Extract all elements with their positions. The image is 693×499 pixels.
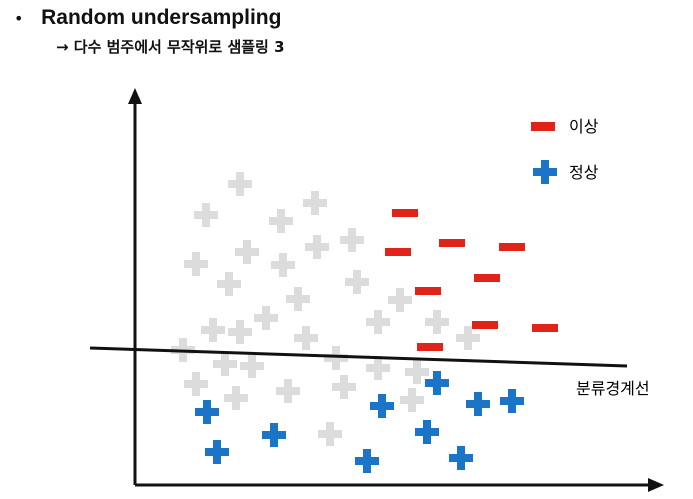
majority-plus-icon: [262, 423, 286, 447]
removed-plus-icon: [332, 375, 356, 399]
removed-plus-icon: [201, 318, 225, 342]
majority-plus-icon: [449, 446, 473, 470]
removed-plus-icon: [345, 270, 369, 294]
removed-plus-icon: [388, 288, 412, 312]
removed-plus-icon: [194, 203, 218, 227]
removed-plus-icon: [286, 287, 310, 311]
slide-subtitle: → 다수 범주에서 무작위로 샘플링 3: [56, 38, 285, 56]
majority-plus-icon: [355, 449, 379, 473]
minus-icon: [499, 243, 525, 251]
minus-icon: [439, 239, 465, 247]
legend-label-majority: 정상: [569, 163, 599, 182]
removed-plus-icon: [269, 209, 293, 233]
legend-minus-icon: [531, 122, 555, 131]
boundary-label: 분류경계선: [576, 379, 650, 398]
removed-plus-icon: [425, 310, 449, 334]
y-axis-arrow-icon: [128, 88, 142, 104]
minus-icon: [385, 248, 411, 256]
majority-plus-icon: [466, 392, 490, 416]
removed-plus-icon: [228, 172, 252, 196]
minus-icon: [532, 324, 558, 332]
slide-title: Random undersampling: [41, 6, 282, 29]
removed-plus-icon: [405, 360, 429, 384]
removed-plus-icon: [217, 272, 241, 296]
removed-plus-icon: [213, 352, 237, 376]
removed-plus-icon: [228, 320, 252, 344]
minus-icon: [472, 321, 498, 329]
majority-plus-icon: [205, 440, 229, 464]
removed-plus-icon: [305, 235, 329, 259]
removed-plus-icon: [456, 326, 480, 350]
minus-icon: [417, 343, 443, 351]
minority-samples: [385, 209, 558, 351]
boundary-line: [89, 346, 628, 368]
majority-plus-icon: [500, 389, 524, 413]
removed-plus-icon: [324, 346, 348, 370]
removed-plus-icon: [366, 310, 390, 334]
removed-plus-icon: [303, 191, 327, 215]
removed-plus-icon: [400, 388, 424, 412]
minus-icon: [474, 274, 500, 282]
majority-plus-icon: [425, 371, 449, 395]
axes: [128, 88, 664, 492]
removed-plus-icon: [294, 326, 318, 350]
minus-icon: [392, 209, 418, 217]
majority-samples: [195, 371, 524, 473]
majority-plus-icon: [415, 420, 439, 444]
minus-icon: [415, 287, 441, 295]
legend-label-minority: 이상: [569, 117, 599, 136]
removed-plus-icon: [184, 372, 208, 396]
removed-plus-icon: [366, 356, 390, 380]
x-axis-arrow-icon: [648, 478, 664, 492]
decision-boundary: [89, 346, 628, 368]
removed-plus-icon: [235, 240, 259, 264]
title-row: • Random undersampling: [14, 6, 281, 30]
removed-plus-icon: [240, 354, 264, 378]
removed-plus-icon: [224, 386, 248, 410]
majority-plus-icon: [195, 400, 219, 424]
removed-plus-icon: [184, 252, 208, 276]
removed-samples: [171, 172, 480, 446]
majority-plus-icon: [370, 394, 394, 418]
removed-plus-icon: [276, 379, 300, 403]
removed-plus-icon: [254, 306, 278, 330]
bullet: •: [14, 9, 24, 28]
removed-plus-icon: [318, 422, 342, 446]
removed-plus-icon: [271, 253, 295, 277]
legend-plus-icon: [533, 160, 557, 184]
removed-plus-icon: [340, 228, 364, 252]
legend: 이상 정상: [531, 117, 599, 184]
